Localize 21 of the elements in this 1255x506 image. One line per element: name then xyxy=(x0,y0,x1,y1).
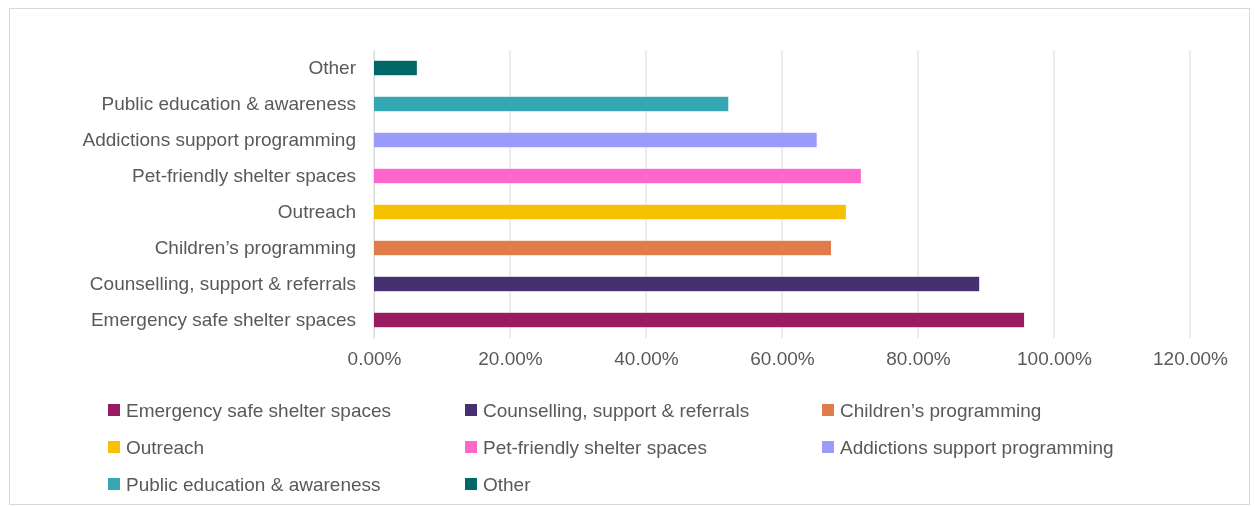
y-tick-label: Other xyxy=(308,57,357,79)
x-tick-label: 100.00% xyxy=(1016,348,1093,370)
y-tick-label: Public education & awareness xyxy=(101,93,356,115)
y-tick-label: Children’s programming xyxy=(154,237,356,259)
legend-label: Pet-friendly shelter spaces xyxy=(483,437,707,458)
legend-label: Children’s programming xyxy=(840,400,1042,421)
legend-label: Addictions support programming xyxy=(840,437,1114,458)
x-tick-label: 80.00% xyxy=(886,348,951,370)
y-tick-label: Counselling, support & referrals xyxy=(89,273,356,295)
legend-label: Other xyxy=(483,474,532,495)
x-tick-label: 20.00% xyxy=(478,348,543,370)
y-tick-label: Outreach xyxy=(277,201,356,223)
x-tick-label: 120.00% xyxy=(1152,348,1229,370)
x-tick-label: 40.00% xyxy=(614,348,679,370)
y-tick-label: Addictions support programming xyxy=(82,129,356,151)
legend-label: Outreach xyxy=(126,437,205,458)
y-tick-label: Pet-friendly shelter spaces xyxy=(132,165,356,187)
x-tick-label: 60.00% xyxy=(750,348,815,370)
x-tick-label: 0.00% xyxy=(347,348,402,370)
y-tick-label: Emergency safe shelter spaces xyxy=(90,309,356,331)
legend-label: Counselling, support & referrals xyxy=(483,400,750,421)
